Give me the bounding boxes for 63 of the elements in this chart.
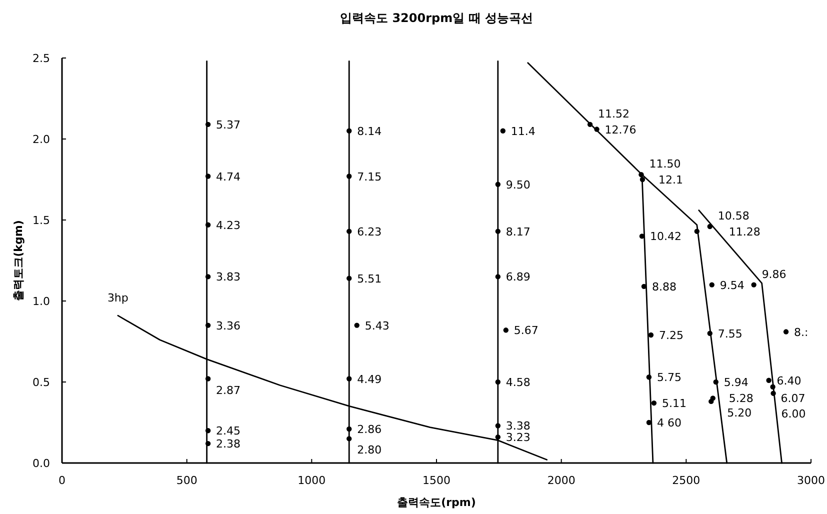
annotation: 3.38 (506, 420, 530, 433)
annotation: 6.23 (357, 225, 382, 238)
y-tick-label: 2.0 (32, 133, 50, 146)
annotation: 10.58 (718, 209, 750, 222)
y-tick-label: 1.5 (32, 214, 50, 227)
annotation: 5.28 (728, 392, 754, 406)
annotation: 2.45 (216, 424, 241, 438)
x-tick-label: 2000 (547, 474, 576, 487)
annotation: 5.94 (724, 376, 748, 389)
annotation: 11.28 (728, 225, 760, 238)
annotation: 7.25 (658, 329, 684, 342)
annotation: 11.4 (510, 124, 536, 138)
y-tick-label: 2.5 (32, 52, 50, 65)
annotation: 4 60 (656, 416, 682, 430)
annotation: 5.43 (364, 319, 390, 332)
annotation: 3.23 (506, 431, 530, 444)
y-tick-label: 0.0 (32, 457, 50, 470)
chart-title: 입력속도 3200rpm일 때 성능곡선 (340, 11, 533, 25)
annotation: 8.: (794, 326, 808, 339)
annotation: 3.36 (216, 319, 241, 332)
annotation: 5.37 (216, 118, 241, 132)
x-tick-label: 1500 (422, 474, 450, 487)
annotation: 8.14 (357, 124, 382, 138)
annotation: 6.00 (781, 407, 806, 420)
annotation: 4.58 (506, 376, 530, 389)
x-tick-label: 0 (58, 474, 66, 487)
annotation: 8.17 (506, 225, 530, 238)
annotation: 11.50 (649, 158, 681, 171)
x-tick-label: 2500 (672, 474, 700, 487)
annotation: 6.89 (506, 270, 530, 284)
annotation: 9.54 (720, 278, 744, 292)
annotation: 4.23 (216, 218, 241, 232)
annotation: 12.76 (604, 123, 636, 136)
x-tick-label: 3000 (797, 474, 825, 487)
y-axis-title: 출력토크(kgm) (12, 220, 25, 301)
annotation: 2.38 (216, 438, 241, 451)
annotation: 9.86 (762, 268, 786, 281)
annotation: 12.1 (658, 174, 683, 186)
annotation: 5.11 (662, 397, 686, 410)
y-tick-label: 0.5 (32, 376, 50, 389)
annotation: 2.87 (216, 384, 241, 397)
annotation: 5.75 (656, 371, 682, 384)
x-tick-label: 1000 (298, 474, 326, 487)
annotation: 7.15 (357, 170, 382, 184)
annotation: 7.55 (718, 327, 742, 340)
annotation: 5.51 (357, 272, 382, 286)
annotation: 5.20 (727, 406, 752, 420)
annotation: 11.52 (598, 107, 630, 120)
annotation: 2.86 (357, 422, 382, 436)
annotation: 8.88 (652, 280, 676, 294)
annotation: 6.07 (780, 392, 806, 405)
annotation: 3.83 (216, 270, 241, 284)
x-axis-title: 출력속도(rpm) (397, 496, 476, 509)
annotation: 4.74 (216, 170, 241, 184)
y-tick-label: 1.0 (32, 295, 50, 308)
annotation: 5.67 (514, 324, 538, 338)
series-label: 3hp (107, 292, 128, 305)
annotation: 6.40 (776, 374, 802, 388)
x-tick-label: 500 (176, 474, 198, 487)
annotation: 2.80 (357, 444, 382, 457)
annotation: 10.42 (650, 230, 682, 244)
annotation: 9.50 (506, 178, 530, 192)
annotation: 4.49 (357, 372, 382, 386)
